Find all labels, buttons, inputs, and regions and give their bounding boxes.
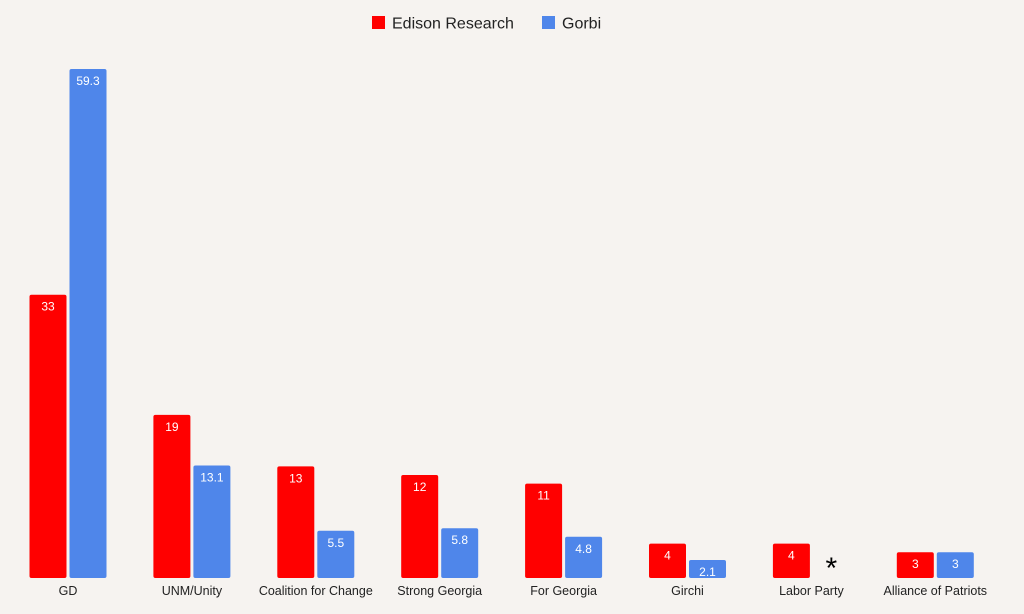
bar-edison-research-for-georgia bbox=[525, 483, 563, 578]
legend-label-edison-research: Edison Research bbox=[392, 16, 514, 33]
value-label-gorbi-unm-unity: 13.1 bbox=[200, 471, 224, 485]
value-label-edison-research-gd: 33 bbox=[41, 300, 55, 314]
value-label-edison-research-alliance-of-patriots: 3 bbox=[912, 557, 919, 571]
value-label-edison-research-coalition-for-change: 13 bbox=[289, 471, 303, 485]
category-label-labor-party: Labor Party bbox=[779, 584, 844, 598]
value-label-gorbi-strong-georgia: 5.8 bbox=[451, 533, 468, 547]
bar-gorbi-girchi bbox=[689, 559, 726, 578]
missing-value-marker: * bbox=[826, 552, 838, 585]
category-label-unm-unity: UNM/Unity bbox=[162, 584, 223, 598]
value-label-edison-research-girchi: 4 bbox=[664, 549, 671, 563]
category-label-alliance-of-patriots: Alliance of Patriots bbox=[884, 584, 988, 598]
bar-gorbi-coalition-for-change bbox=[317, 530, 355, 578]
chart-bars bbox=[29, 69, 974, 578]
bar-edison-research-alliance-of-patriots bbox=[896, 552, 934, 578]
legend-label-gorbi: Gorbi bbox=[562, 16, 601, 33]
value-label-edison-research-for-georgia: 11 bbox=[537, 489, 550, 503]
bar-edison-research-girchi bbox=[649, 543, 686, 578]
category-label-strong-georgia: Strong Georgia bbox=[397, 584, 482, 598]
value-label-edison-research-labor-party: 4 bbox=[788, 549, 795, 563]
bar-edison-research-strong-georgia bbox=[401, 474, 439, 578]
value-label-gorbi-for-georgia: 4.8 bbox=[575, 542, 592, 556]
value-label-edison-research-strong-georgia: 12 bbox=[413, 480, 427, 494]
bar-edison-research-gd bbox=[29, 294, 67, 578]
category-label-girchi: Girchi bbox=[671, 584, 704, 598]
bar-gorbi-alliance-of-patriots bbox=[936, 552, 974, 578]
value-label-gorbi-alliance-of-patriots: 3 bbox=[952, 557, 959, 571]
bar-edison-research-unm-unity bbox=[153, 414, 191, 578]
bar-gorbi-for-georgia bbox=[565, 536, 603, 578]
value-label-gorbi-gd: 59.3 bbox=[76, 74, 100, 88]
category-label-gd: GD bbox=[59, 584, 78, 598]
chart-category-labels: GD UNM/Unity Coalition for Change Strong Ge… bbox=[59, 584, 987, 598]
bar-gorbi-strong-georgia bbox=[441, 528, 479, 578]
value-label-edison-research-unm-unity: 19 bbox=[165, 420, 179, 434]
bar-gorbi-unm-unity bbox=[193, 465, 231, 578]
category-label-coalition-for-change: Coalition for Change bbox=[259, 584, 373, 598]
chart-legend: Edison Research Gorbi bbox=[372, 16, 601, 33]
legend-swatch-gorbi bbox=[542, 16, 555, 29]
bar-edison-research-coalition-for-change bbox=[277, 466, 315, 578]
bar-gorbi-gd bbox=[69, 69, 107, 578]
value-label-gorbi-coalition-for-change: 5.5 bbox=[327, 536, 344, 550]
legend-swatch-edison-research bbox=[372, 16, 385, 29]
value-label-gorbi-girchi: 2.1 bbox=[699, 565, 716, 579]
bar-edison-research-labor-party bbox=[772, 543, 810, 578]
category-label-for-georgia: For Georgia bbox=[530, 584, 597, 598]
chart-notes: * bbox=[826, 552, 838, 585]
